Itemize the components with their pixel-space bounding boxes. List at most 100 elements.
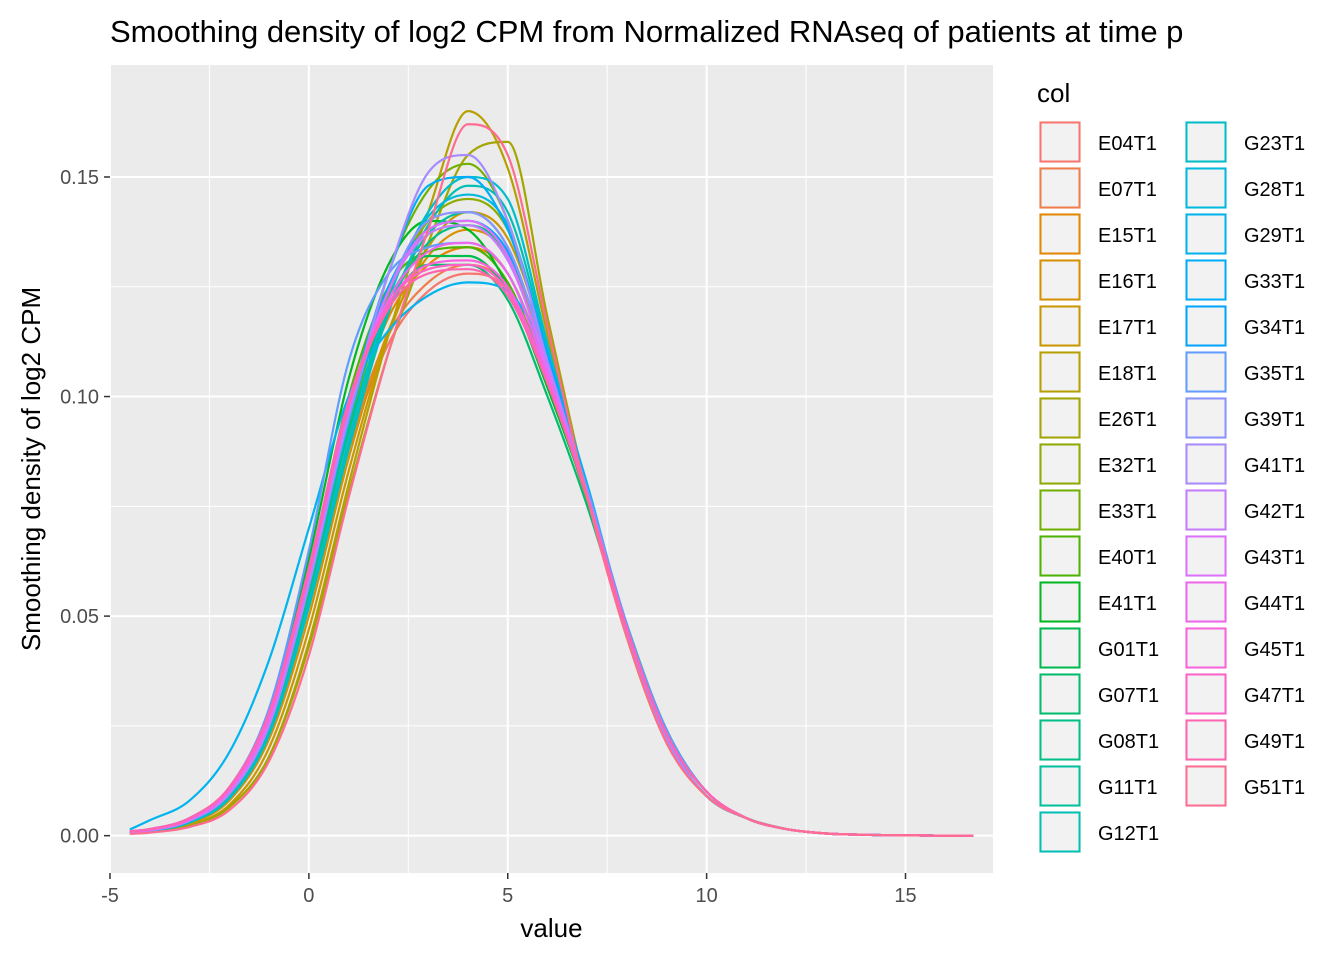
legend-swatch-E04T1 bbox=[1039, 121, 1081, 163]
legend-swatch-G43T1 bbox=[1185, 535, 1227, 577]
plot-panel bbox=[110, 65, 993, 873]
legend-item-G39T1: G39T1 bbox=[1185, 397, 1305, 439]
chart-title: Smoothing density of log2 CPM from Norma… bbox=[110, 14, 1183, 49]
legend-key-G39T1 bbox=[1185, 397, 1227, 439]
legend-label-E04T1: E04T1 bbox=[1098, 133, 1157, 155]
legend-item-G01T1: G01T1 bbox=[1039, 627, 1159, 669]
legend-label-G33T1: G33T1 bbox=[1244, 271, 1305, 293]
legend-label-G08T1: G08T1 bbox=[1098, 731, 1159, 753]
legend-item-G33T1: G33T1 bbox=[1185, 259, 1305, 301]
legend-label-G23T1: G23T1 bbox=[1244, 133, 1305, 155]
legend-key-G43T1 bbox=[1185, 535, 1227, 577]
legend-key-E07T1 bbox=[1039, 167, 1081, 209]
legend-key-G28T1 bbox=[1185, 167, 1227, 209]
legend-label-G43T1: G43T1 bbox=[1244, 547, 1305, 569]
legend-swatch-G07T1 bbox=[1039, 673, 1081, 715]
legend-key-E16T1 bbox=[1039, 259, 1081, 301]
legend-swatch-E41T1 bbox=[1039, 581, 1081, 623]
legend-swatch-G29T1 bbox=[1185, 213, 1227, 255]
legend-item-G35T1: G35T1 bbox=[1185, 351, 1305, 393]
legend-label-E15T1: E15T1 bbox=[1098, 225, 1157, 247]
legend-swatch-G47T1 bbox=[1185, 673, 1227, 715]
legend-swatch-E16T1 bbox=[1039, 259, 1081, 301]
legend-swatch-G23T1 bbox=[1185, 121, 1227, 163]
legend-label-E16T1: E16T1 bbox=[1098, 271, 1157, 293]
x-tick-label: -5 bbox=[101, 885, 119, 907]
legend-label-G12T1: G12T1 bbox=[1098, 823, 1159, 845]
density-curve-G51T1 bbox=[129, 123, 974, 837]
legend-key-E33T1 bbox=[1039, 489, 1081, 531]
legend-title: col bbox=[1037, 78, 1070, 108]
legend-item-G49T1: G49T1 bbox=[1185, 719, 1305, 761]
legend-key-G45T1 bbox=[1185, 627, 1227, 669]
legend-label-G51T1: G51T1 bbox=[1244, 777, 1305, 799]
legend-swatch-G11T1 bbox=[1039, 765, 1081, 807]
legend-key-G35T1 bbox=[1185, 351, 1227, 393]
legend-item-E04T1: E04T1 bbox=[1039, 121, 1157, 163]
legend-item-E40T1: E40T1 bbox=[1039, 535, 1157, 577]
x-axis-title: value bbox=[520, 913, 582, 943]
legend-label-E26T1: E26T1 bbox=[1098, 409, 1157, 431]
legend-key-G49T1 bbox=[1185, 719, 1227, 761]
legend-label-G29T1: G29T1 bbox=[1244, 225, 1305, 247]
legend-swatch-G51T1 bbox=[1185, 765, 1227, 807]
legend-item-E32T1: E32T1 bbox=[1039, 443, 1157, 485]
legend-item-G42T1: G42T1 bbox=[1185, 489, 1305, 531]
legend-swatch-E17T1 bbox=[1039, 305, 1081, 347]
legend-item-G44T1: G44T1 bbox=[1185, 581, 1305, 623]
legend-key-G34T1 bbox=[1185, 305, 1227, 347]
legend-key-G44T1 bbox=[1185, 581, 1227, 623]
legend-key-G51T1 bbox=[1185, 765, 1227, 807]
legend-key-E17T1 bbox=[1039, 305, 1081, 347]
x-tick-label: 10 bbox=[695, 885, 717, 907]
legend-label-G39T1: G39T1 bbox=[1244, 409, 1305, 431]
legend-swatch-E07T1 bbox=[1039, 167, 1081, 209]
legend-item-G34T1: G34T1 bbox=[1185, 305, 1305, 347]
legend-label-G01T1: G01T1 bbox=[1098, 639, 1159, 661]
legend-key-E26T1 bbox=[1039, 397, 1081, 439]
legend-key-E32T1 bbox=[1039, 443, 1081, 485]
legend-item-E17T1: E17T1 bbox=[1039, 305, 1157, 347]
legend-label-G34T1: G34T1 bbox=[1244, 317, 1305, 339]
legend-key-E41T1 bbox=[1039, 581, 1081, 623]
legend-label-G35T1: G35T1 bbox=[1244, 363, 1305, 385]
legend-key-G33T1 bbox=[1185, 259, 1227, 301]
legend-label-G49T1: G49T1 bbox=[1244, 731, 1305, 753]
legend-swatch-G49T1 bbox=[1185, 719, 1227, 761]
legend-label-G28T1: G28T1 bbox=[1244, 179, 1305, 201]
legend-swatch-E15T1 bbox=[1039, 213, 1081, 255]
legend-swatch-G45T1 bbox=[1185, 627, 1227, 669]
legend-item-G07T1: G07T1 bbox=[1039, 673, 1159, 715]
legend-swatch-G42T1 bbox=[1185, 489, 1227, 531]
legend-swatch-G28T1 bbox=[1185, 167, 1227, 209]
legend-label-E33T1: E33T1 bbox=[1098, 501, 1157, 523]
legend-item-E18T1: E18T1 bbox=[1039, 351, 1157, 393]
legend-swatch-E26T1 bbox=[1039, 397, 1081, 439]
legend-swatch-G39T1 bbox=[1185, 397, 1227, 439]
legend-item-G47T1: G47T1 bbox=[1185, 673, 1305, 715]
legend-key-E18T1 bbox=[1039, 351, 1081, 393]
legend-key-E15T1 bbox=[1039, 213, 1081, 255]
legend-swatch-E18T1 bbox=[1039, 351, 1081, 393]
legend-swatch-G08T1 bbox=[1039, 719, 1081, 761]
legend-swatch-E33T1 bbox=[1039, 489, 1081, 531]
legend-item-G45T1: G45T1 bbox=[1185, 627, 1305, 669]
legend-item-E41T1: E41T1 bbox=[1039, 581, 1157, 623]
legend-swatch-G35T1 bbox=[1185, 351, 1227, 393]
legend-label-E40T1: E40T1 bbox=[1098, 547, 1157, 569]
legend-key-G42T1 bbox=[1185, 489, 1227, 531]
legend-item-E16T1: E16T1 bbox=[1039, 259, 1157, 301]
legend-item-E33T1: E33T1 bbox=[1039, 489, 1157, 531]
y-tick-label: 0.10 bbox=[60, 387, 99, 409]
legend-item-G43T1: G43T1 bbox=[1185, 535, 1305, 577]
legend-label-G47T1: G47T1 bbox=[1244, 685, 1305, 707]
legend-label-G41T1: G41T1 bbox=[1244, 455, 1305, 477]
legend-item-G51T1: G51T1 bbox=[1185, 765, 1305, 807]
legend-item-E26T1: E26T1 bbox=[1039, 397, 1157, 439]
legend-item-G29T1: G29T1 bbox=[1185, 213, 1305, 255]
x-tick-label: 15 bbox=[894, 885, 916, 907]
y-tick-label: 0.05 bbox=[60, 606, 99, 628]
y-axis-title: Smoothing density of log2 CPM bbox=[16, 287, 46, 651]
legend-swatch-G41T1 bbox=[1185, 443, 1227, 485]
